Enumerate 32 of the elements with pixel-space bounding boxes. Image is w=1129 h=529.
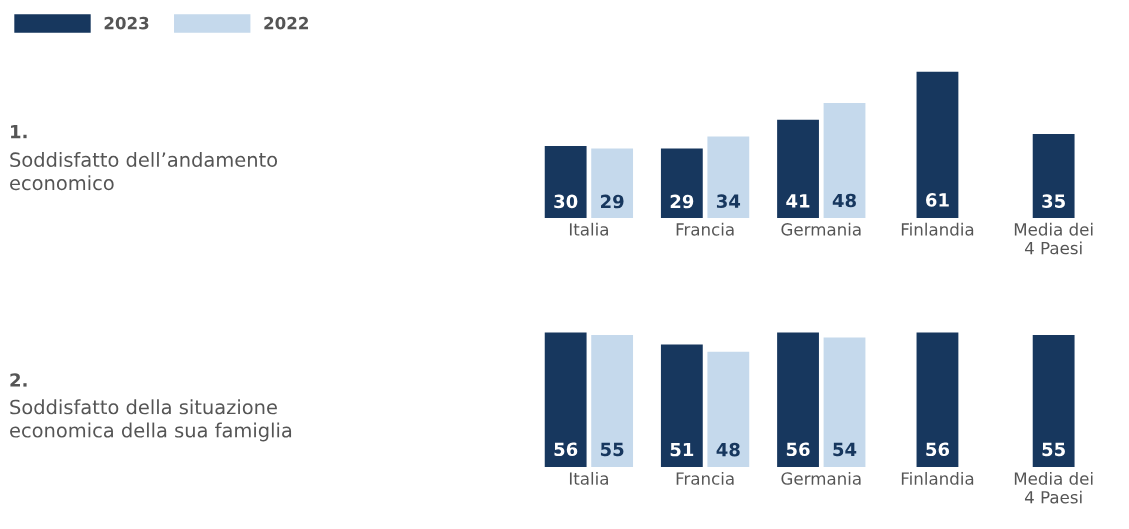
data-label: 29 xyxy=(670,194,694,209)
x-tick-label: Germania xyxy=(781,471,861,485)
data-label: 55 xyxy=(600,442,624,457)
data-label: 56 xyxy=(554,442,578,457)
x-tick-label: Germania xyxy=(781,222,861,236)
x-tick-label: Finlandia xyxy=(901,471,974,485)
data-label: 51 xyxy=(670,442,694,457)
data-label: 61 xyxy=(926,193,949,207)
text: Soddisfatto dell’andamento economico xyxy=(10,151,278,191)
x-tick-label: Media dei 4 Paesi xyxy=(1014,222,1093,255)
x-tick-label: Finlandia xyxy=(901,222,974,236)
data-label: 54 xyxy=(833,442,857,457)
x-tick-label: Italia xyxy=(569,471,608,485)
data-label: 29 xyxy=(601,194,624,209)
data-label: 56 xyxy=(786,442,810,457)
data-label: 30 xyxy=(554,194,578,209)
text: Soddisfatto della situazione economica della sua famiglia xyxy=(10,399,292,442)
x-tick-label: Media dei 4 Paesi xyxy=(1014,471,1093,504)
legend-label: 2023 xyxy=(104,16,149,30)
data-label: 55 xyxy=(1042,442,1065,457)
x-tick-label: Francia xyxy=(676,222,734,236)
text: 1. xyxy=(11,125,27,139)
text: 2. xyxy=(10,373,27,387)
data-label: 48 xyxy=(832,193,856,208)
data-label: 34 xyxy=(716,194,741,209)
x-tick-label: Italia xyxy=(569,222,608,236)
data-label: 56 xyxy=(926,442,950,457)
data-label: 35 xyxy=(1042,194,1065,208)
data-label: 48 xyxy=(716,442,740,457)
legend-label: 2022 xyxy=(264,16,308,30)
data-label: 41 xyxy=(786,194,810,208)
x-tick-label: Francia xyxy=(676,471,734,485)
